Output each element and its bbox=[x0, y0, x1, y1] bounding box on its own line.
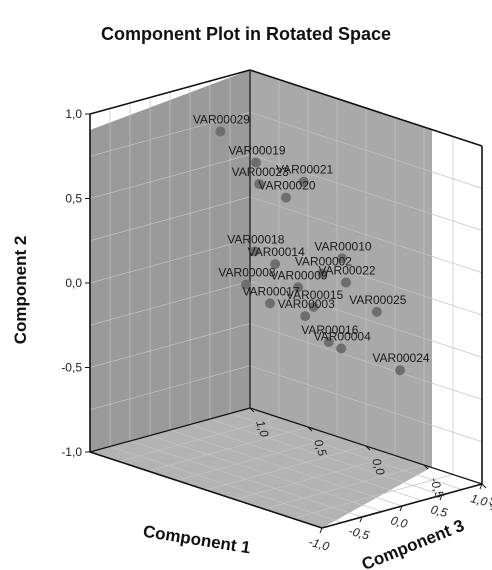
data-point-var00009 bbox=[293, 282, 303, 293]
x-tick-label: 1,0 bbox=[469, 491, 489, 509]
point-label-var00004: VAR00004 bbox=[314, 330, 371, 344]
point-label-var00017: VAR00017 bbox=[242, 284, 299, 298]
point-label-var00018: VAR00018 bbox=[227, 232, 284, 246]
floor-gridline bbox=[147, 426, 309, 472]
data-point-var00021 bbox=[298, 176, 309, 187]
edge-top-back bbox=[89, 69, 251, 115]
point-labels: VAR00029 VAR00019 VAR00021 VAR00020VAR00023… bbox=[193, 112, 430, 365]
data-point-var00020 bbox=[281, 192, 291, 203]
floor bbox=[90, 408, 432, 528]
data-point-var00008 bbox=[241, 279, 251, 290]
z-tick-mark bbox=[423, 464, 429, 470]
x-tick-mark bbox=[359, 516, 363, 523]
data-point-var00004 bbox=[336, 343, 347, 354]
data-point-var00014 bbox=[270, 259, 281, 270]
floor-gridline bbox=[229, 413, 463, 490]
floor-gridline bbox=[209, 418, 443, 496]
data-point-var00019 bbox=[251, 157, 261, 168]
x-tick-label: -0,5 bbox=[347, 524, 371, 543]
y-tick-label: -1,0 bbox=[61, 445, 82, 459]
z-tick-label: -1,0 bbox=[485, 495, 492, 519]
grid-lines bbox=[89, 75, 483, 523]
data-point-var00024 bbox=[395, 365, 405, 376]
y-tick-labels: -1,0 -0,5 0,0 0,5 1,0 bbox=[61, 107, 82, 459]
point-label-var00029: VAR00029 bbox=[193, 112, 250, 126]
data-point-var00003 bbox=[300, 311, 311, 322]
data-points bbox=[215, 126, 405, 376]
floor-gridline bbox=[118, 417, 280, 462]
back-wall-gridline bbox=[89, 196, 251, 242]
tick-marks bbox=[85, 113, 487, 534]
point-label-var00024: VAR00024 bbox=[372, 351, 429, 365]
point-label-var00025: VAR00025 bbox=[349, 293, 406, 307]
z-tick-label: 0,5 bbox=[311, 438, 330, 459]
point-label-var00010: VAR00010 bbox=[314, 239, 371, 253]
z-tick-labels: 1,0 0,5 0,0 -0,5 -1,0 bbox=[253, 419, 492, 519]
x-axis-title: Component 1 bbox=[142, 522, 252, 558]
y-tick-label: 0,0 bbox=[65, 276, 82, 290]
point-label-var00002: VAR00002 bbox=[295, 255, 352, 269]
data-point-var00029 bbox=[215, 126, 226, 137]
z-tick-mark bbox=[307, 426, 313, 432]
point-label-var00016: VAR00016 bbox=[301, 323, 358, 337]
point-label-var00014: VAR00014 bbox=[248, 245, 305, 259]
x-tick-label: 0,0 bbox=[389, 513, 409, 531]
edge-floor-left bbox=[89, 451, 323, 529]
y-tick-label: -0,5 bbox=[61, 361, 82, 375]
x-tick-mark bbox=[479, 483, 483, 490]
z-tick-mark bbox=[249, 407, 255, 413]
data-point-var00018 bbox=[249, 246, 260, 257]
data-point-var00017 bbox=[265, 298, 275, 309]
floor-gridline bbox=[176, 436, 338, 481]
edge-top-side bbox=[249, 69, 483, 147]
x-tick-mark bbox=[399, 505, 403, 512]
point-label-var00022: VAR00022 bbox=[318, 264, 375, 278]
data-point-var00016 bbox=[323, 337, 334, 347]
z-tick-label: -0,5 bbox=[427, 476, 447, 500]
data-point-var00022 bbox=[341, 277, 351, 288]
floor-gridline bbox=[189, 424, 423, 501]
z-tick-mark bbox=[365, 445, 371, 451]
data-point-var00002 bbox=[317, 268, 328, 279]
floor-gridline bbox=[205, 445, 367, 491]
x-tick-mark bbox=[439, 494, 443, 501]
x-tick-label: 0,5 bbox=[429, 502, 449, 520]
back-wall-gridline bbox=[89, 111, 251, 157]
side-wall-gridline bbox=[249, 196, 483, 274]
edge-inner-bottom bbox=[89, 407, 251, 453]
data-point-var00025 bbox=[371, 306, 382, 317]
point-label-var00003: VAR00003 bbox=[278, 297, 335, 311]
point-label-var00019: VAR00019 bbox=[228, 143, 285, 157]
x-tick-mark bbox=[319, 527, 323, 534]
chart-title: Component Plot in Rotated Space bbox=[101, 24, 391, 44]
point-label-var00008: VAR00008 bbox=[218, 266, 275, 280]
side-wall-gridline bbox=[249, 111, 483, 189]
z-axis-title: Component 3 bbox=[359, 516, 467, 570]
z-tick-label: 1,0 bbox=[253, 419, 272, 440]
y-tick-label: 0,5 bbox=[65, 192, 82, 206]
data-point-var00023 bbox=[254, 179, 265, 189]
data-point-var00015 bbox=[308, 301, 319, 312]
side-wall-gridline bbox=[249, 154, 483, 231]
y-axis-title: Component 2 bbox=[11, 236, 30, 345]
z-tick-mark bbox=[481, 483, 487, 489]
data-point-var00010 bbox=[337, 253, 347, 264]
point-label-var00015: VAR00015 bbox=[286, 288, 343, 302]
point-label-var00023: VAR00023 bbox=[232, 165, 289, 179]
point-label-var00020: VAR00020 bbox=[258, 179, 315, 193]
point-label-var00021: VAR00021 bbox=[276, 163, 333, 177]
x-tick-labels: -1,0 -0,5 0,0 0,5 1,0 bbox=[307, 491, 489, 553]
z-tick-label: 0,0 bbox=[369, 457, 388, 478]
x-tick-label: -1,0 bbox=[307, 535, 331, 554]
point-label-var00009: VAR00009 bbox=[270, 268, 327, 282]
y-tick-label: 1,0 bbox=[65, 107, 82, 121]
back-wall-gridline bbox=[89, 154, 251, 199]
